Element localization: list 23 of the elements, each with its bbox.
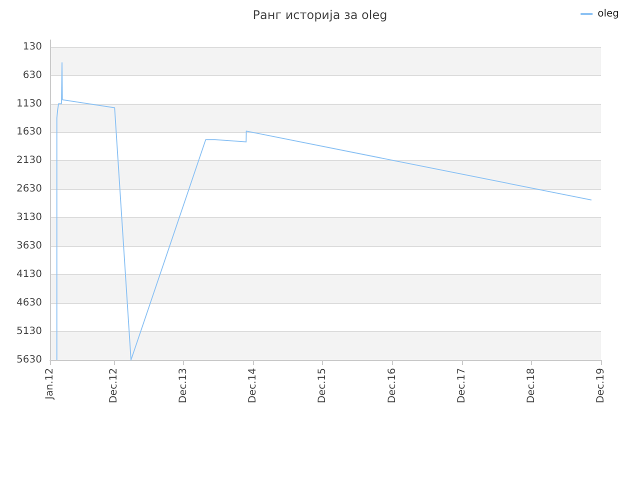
x-tick-label: Dec.17 <box>456 368 468 404</box>
x-tick-label: Jan.12 <box>44 368 56 400</box>
y-tick-label: 4630 <box>16 298 42 309</box>
x-tick-label: Dec.15 <box>317 368 328 404</box>
y-tick-label: 5130 <box>16 326 42 338</box>
y-tick-label: 630 <box>22 70 42 81</box>
y-tick-label: 3130 <box>16 212 42 224</box>
y-tick-label: 2130 <box>16 155 42 166</box>
x-tick-label: Dec.18 <box>526 368 537 404</box>
y-tick-label: 3630 <box>16 240 42 252</box>
y-tick-label: 5630 <box>16 354 42 366</box>
x-tick-label: Dec.19 <box>596 368 606 404</box>
y-tick-label: 4130 <box>16 269 42 280</box>
x-tick-label: Dec.12 <box>108 368 120 404</box>
legend-label: oleg <box>598 8 620 20</box>
chart-title: Ранг историја за oleg <box>252 8 388 22</box>
x-tick-label: Dec.13 <box>178 368 189 404</box>
x-tick-label: Dec.16 <box>386 368 398 404</box>
y-tick-label: 130 <box>22 41 42 52</box>
x-tick-label: Dec.14 <box>247 368 258 404</box>
y-tick-label: 1130 <box>16 98 42 110</box>
y-tick-label: 1630 <box>16 126 42 138</box>
y-tick-label: 2630 <box>16 184 42 195</box>
